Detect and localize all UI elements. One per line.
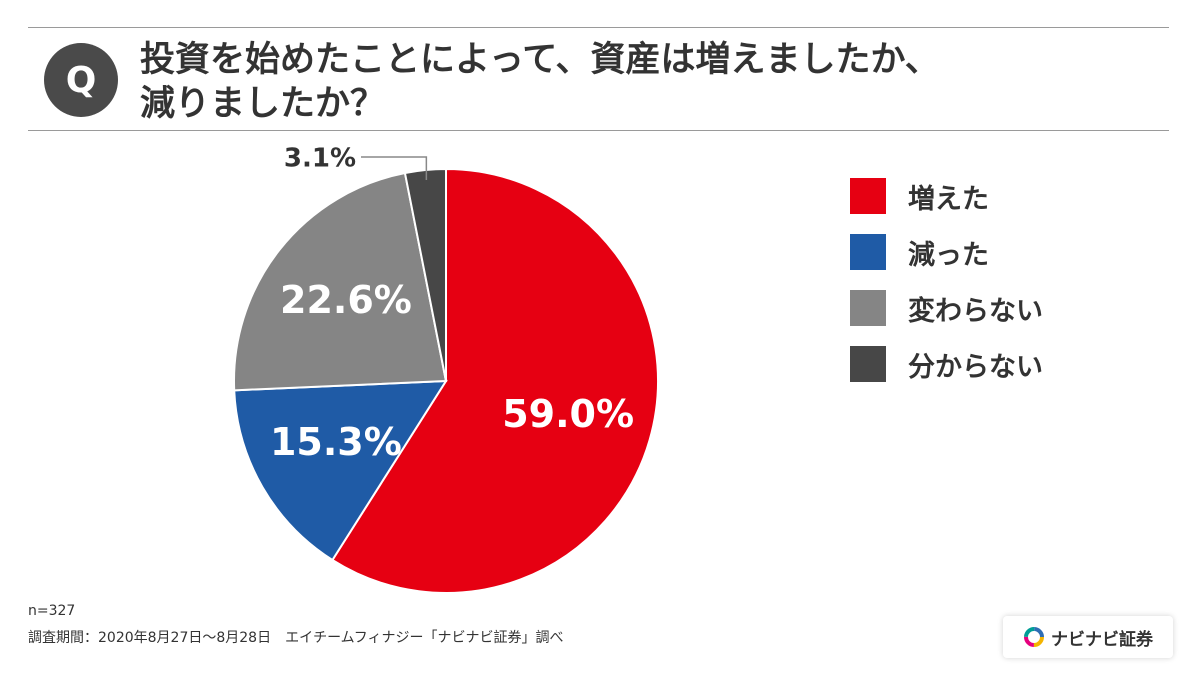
survey-note: 調査期間：2020年8月27日～8月28日 エイチームフィナジー「ナビナビ証券」… [28,630,564,646]
chart-legend: 増えた 減った 変わらない 分からない [850,168,1043,392]
question-line-2: 減りましたか？ [140,84,386,124]
sample-size: n=327 [28,603,76,619]
pie-leader-lines [361,156,428,180]
pie-value-label: 22.6% [280,278,412,322]
page-title: 投資を始めたことによって、資産は増えましたか、 減りましたか？ [140,38,1150,126]
legend-swatch [850,346,886,382]
legend-label: 減った [908,239,989,271]
logo-text: ナビナビ証券 [1051,629,1153,650]
pie-value-label: 3.1% [284,144,356,174]
legend-swatch [850,178,886,214]
brand-logo: ナビナビ証券 [1003,616,1173,658]
slice-decreased [233,379,448,562]
pie-value-labels: 59.0% 15.3% 22.6% 3.1% [270,144,634,465]
legend-label: 変わらない [908,295,1043,327]
legend-swatch [850,234,886,270]
top-rule [28,27,1169,28]
legend-label: 分からない [908,351,1043,383]
question-badge: Q [44,43,118,117]
ring-icon [1024,627,1044,647]
legend-item-unknown: 分からない [850,336,1043,392]
pie-slices [233,167,659,594]
pie-value-label: 59.0% [502,392,634,436]
legend-label: 増えた [908,183,989,215]
legend-swatch [850,290,886,326]
leader-line [361,156,428,180]
legend-item-unchanged: 変わらない [850,280,1043,336]
header-bottom-rule [28,130,1169,131]
slice-increased [331,167,659,594]
legend-item-decreased: 減った [850,224,1043,280]
slice-unknown [403,167,447,382]
pie-value-label: 15.3% [270,420,402,464]
legend-item-increased: 増えた [850,168,1043,224]
question-line-1: 投資を始めたことによって、資産は増えましたか、 [140,40,940,80]
slice-unchanged [233,171,448,392]
